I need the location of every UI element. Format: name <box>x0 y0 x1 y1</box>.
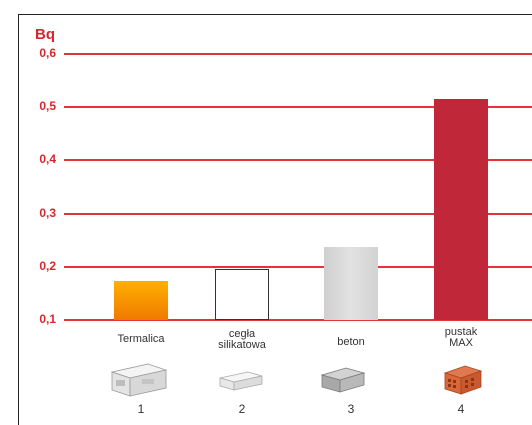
y-tick-label: 0,1 <box>39 312 56 326</box>
bar <box>215 269 269 320</box>
concrete-block-icon <box>320 366 366 399</box>
category-label: beton <box>337 336 365 348</box>
y-tick-label: 0,4 <box>39 152 56 167</box>
category-number: 3 <box>347 402 355 416</box>
silicate-brick-icon <box>218 370 264 397</box>
category-number: 1 <box>137 402 145 416</box>
category-number: 4 <box>457 402 465 416</box>
gridline <box>64 159 532 162</box>
category-label: Termalica <box>117 333 165 345</box>
gridline <box>64 106 532 109</box>
aerated-block-icon <box>108 362 170 403</box>
clay-hollow-block-icon <box>443 364 483 401</box>
bar <box>324 247 378 320</box>
bar <box>434 99 488 320</box>
y-tick-label: 0,2 <box>39 258 56 273</box>
y-tick-label: 0,6 <box>39 46 56 60</box>
category-label: pustak MAX <box>444 326 478 349</box>
bar <box>114 280 168 320</box>
gridline <box>64 53 532 55</box>
gridline <box>64 212 532 215</box>
y-tick-label: 0,5 <box>39 99 56 114</box>
category-label: cegła silikatowa <box>218 328 266 351</box>
gridline <box>64 319 532 321</box>
category-number: 2 <box>238 402 246 416</box>
frame-left-border <box>18 14 19 425</box>
gridline <box>64 265 532 268</box>
frame-top-border <box>18 14 532 15</box>
y-tick-label: 0,3 <box>39 205 56 220</box>
y-axis-unit-label: Bq <box>35 26 55 43</box>
